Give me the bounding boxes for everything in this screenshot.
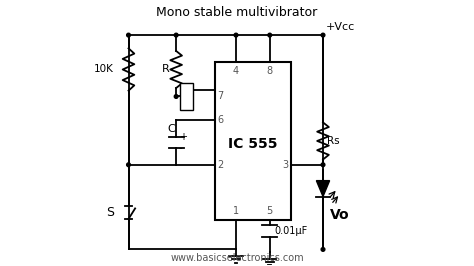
Text: www.basicselectronics.com: www.basicselectronics.com — [170, 253, 304, 263]
Text: IC 555: IC 555 — [228, 137, 278, 151]
Circle shape — [174, 33, 178, 37]
Text: R: R — [162, 64, 170, 74]
Text: C: C — [167, 124, 175, 134]
Circle shape — [234, 33, 238, 37]
Text: Vo: Vo — [329, 208, 349, 222]
Text: 7: 7 — [218, 92, 224, 102]
Text: 0.01μF: 0.01μF — [274, 226, 308, 236]
Text: 8: 8 — [267, 65, 273, 76]
Circle shape — [127, 163, 130, 167]
Text: 2: 2 — [218, 160, 224, 170]
Text: Mono stable multivibrator: Mono stable multivibrator — [156, 6, 318, 19]
Bar — [215, 61, 291, 220]
Text: 3: 3 — [282, 160, 288, 170]
Text: 5: 5 — [267, 206, 273, 216]
Circle shape — [321, 248, 325, 251]
Text: 1: 1 — [233, 206, 239, 216]
Circle shape — [174, 95, 178, 98]
Text: S: S — [106, 206, 114, 219]
Circle shape — [321, 163, 325, 167]
Polygon shape — [316, 181, 329, 197]
Text: +Vcc: +Vcc — [326, 22, 355, 32]
Text: +: + — [179, 132, 187, 142]
Text: Rs: Rs — [327, 136, 339, 146]
Text: 10K: 10K — [94, 64, 114, 74]
Text: 6: 6 — [218, 115, 224, 125]
Circle shape — [127, 33, 130, 37]
Bar — [180, 83, 193, 110]
Circle shape — [268, 33, 272, 37]
Text: 4: 4 — [233, 65, 239, 76]
Circle shape — [321, 33, 325, 37]
Text: -: - — [179, 143, 182, 153]
